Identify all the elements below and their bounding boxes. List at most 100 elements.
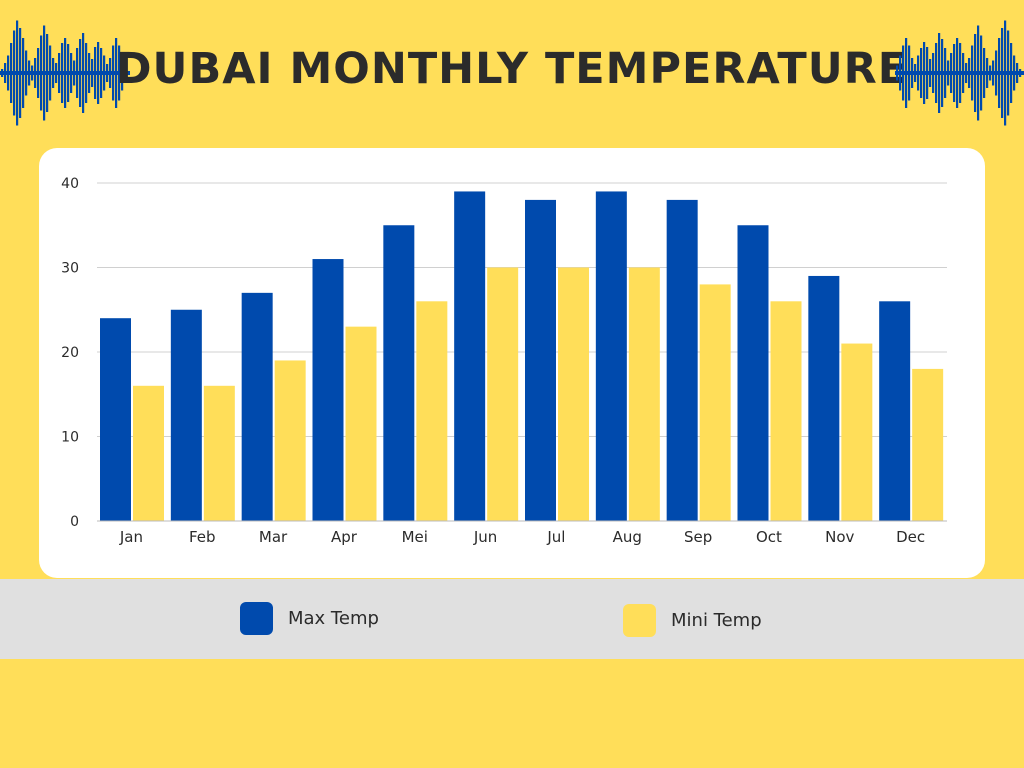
wave-bar	[61, 43, 64, 103]
wave-bar	[998, 38, 1001, 108]
bar-min-aug	[628, 267, 660, 521]
wave-bar	[923, 42, 926, 104]
legend-label-max: Max Temp	[288, 608, 379, 629]
wave-bar	[932, 53, 935, 93]
wave-bar	[49, 45, 52, 101]
wave-bar	[944, 48, 947, 98]
wave-bar	[124, 65, 127, 81]
wave-bar	[115, 38, 118, 108]
wave-bar	[986, 58, 989, 88]
wave-bar	[40, 35, 43, 111]
bar-max-jun	[454, 191, 486, 521]
wave-bar	[88, 53, 91, 93]
wave-bar	[1016, 63, 1019, 83]
wave-bar	[73, 60, 76, 86]
x-tick-label: Aug	[613, 528, 642, 546]
bar-min-sep	[699, 284, 731, 521]
bar-max-aug	[595, 191, 627, 521]
bar-max-jul	[525, 199, 556, 521]
wave-bar	[908, 45, 911, 101]
wave-bar	[995, 50, 998, 96]
page-title: DUBAI MONTHLY TEMPERATURE	[115, 44, 909, 94]
wave-bar	[914, 64, 917, 82]
chart-card: 0 10 20 30 40 Jan Feb Mar Apr Mei Jun Jul Aug Sep Oct N…	[39, 148, 985, 578]
wave-bar	[959, 43, 962, 103]
x-tick-label: Oct	[756, 528, 782, 546]
wave-bar	[950, 53, 953, 93]
wave-bar	[118, 45, 121, 101]
wave-bar	[28, 60, 31, 86]
wave-bar	[85, 43, 88, 103]
wave-bar	[920, 48, 923, 98]
wave-bar	[1001, 28, 1004, 118]
wave-bar	[55, 63, 58, 83]
bar-min-mar	[274, 360, 306, 521]
wave-bar	[1010, 43, 1013, 103]
bar-max-nov	[808, 275, 840, 521]
y-tick-label: 30	[61, 261, 79, 277]
wave-bar	[94, 47, 97, 99]
legend-swatch-max	[240, 602, 273, 635]
wave-bar	[22, 38, 25, 108]
wave-bar	[43, 25, 46, 121]
y-tick-label: 40	[61, 176, 79, 192]
wave-bar	[19, 28, 22, 118]
y-tick-label: 0	[70, 514, 79, 530]
y-tick-label: 20	[61, 345, 79, 361]
x-tick-label: Feb	[189, 528, 216, 546]
bar-min-apr	[345, 326, 377, 521]
wave-bar	[7, 55, 10, 91]
x-tick-label: Dec	[896, 528, 925, 546]
wave-bar	[965, 63, 968, 83]
wave-bar	[956, 38, 959, 108]
wave-bar	[31, 65, 34, 81]
wave-bar	[70, 53, 73, 93]
bar-max-sep	[666, 199, 698, 521]
bar-min-jun	[487, 267, 519, 521]
wave-bar	[106, 64, 109, 82]
bar-max-mei	[383, 225, 415, 521]
wave-bar	[971, 45, 974, 101]
bar-min-nov	[841, 343, 873, 521]
sound-wave-icon	[895, 20, 1024, 126]
wave-bar	[52, 58, 55, 88]
wave-bar	[911, 58, 914, 88]
wave-bar	[962, 53, 965, 93]
wave-bar	[926, 47, 929, 99]
wave-bar	[16, 20, 19, 126]
sound-wave-icon	[0, 20, 130, 126]
wave-bar	[58, 53, 61, 93]
wave-bar	[980, 35, 983, 111]
x-tick-label: Nov	[825, 528, 854, 546]
x-tick-label: Jul	[546, 528, 565, 546]
bar-max-dec	[879, 301, 911, 521]
x-tick-label: Apr	[331, 528, 358, 546]
wave-bar	[25, 50, 28, 96]
wave-bar	[64, 38, 67, 108]
bar-max-feb	[170, 309, 202, 521]
bar-min-mei	[416, 301, 448, 521]
legend: Max Temp Mini Temp	[0, 579, 1024, 659]
wave-bar	[37, 48, 40, 98]
bar-min-jan	[133, 385, 164, 521]
wave-bar	[1007, 30, 1010, 116]
x-tick-label: Jan	[119, 528, 143, 546]
wave-bar	[1, 69, 4, 77]
legend-item-min: Mini Temp	[623, 604, 762, 637]
x-tick-label: Sep	[684, 528, 712, 546]
bar-max-oct	[737, 225, 769, 521]
wave-bar	[100, 48, 103, 98]
bar-max-apr	[312, 259, 344, 521]
wave-bar	[896, 65, 899, 81]
x-tick-label: Mei	[402, 528, 428, 546]
wave-bar	[13, 30, 16, 116]
wave-bar	[938, 33, 941, 113]
wave-bar	[79, 39, 82, 107]
bar-max-jan	[100, 318, 131, 521]
x-tick-label: Jun	[473, 528, 497, 546]
wave-bar	[977, 25, 980, 121]
wave-bar	[97, 42, 100, 104]
wave-bar	[905, 38, 908, 108]
wave-bar	[109, 58, 112, 88]
wave-bar	[103, 55, 106, 91]
